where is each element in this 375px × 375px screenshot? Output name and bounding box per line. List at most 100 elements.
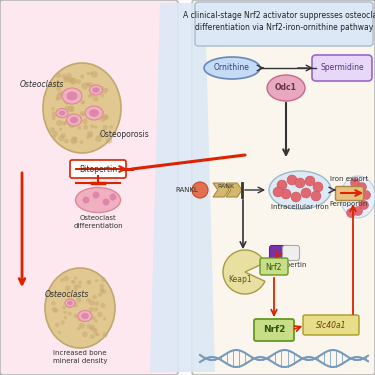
Circle shape — [110, 125, 113, 129]
Circle shape — [100, 116, 106, 122]
Circle shape — [74, 314, 78, 318]
Text: Osteoclast
differentiation: Osteoclast differentiation — [73, 215, 123, 228]
FancyBboxPatch shape — [195, 2, 373, 46]
Text: Ferroportin: Ferroportin — [330, 201, 368, 207]
Circle shape — [98, 292, 102, 297]
Circle shape — [90, 72, 94, 75]
Circle shape — [88, 109, 92, 112]
Ellipse shape — [70, 117, 78, 123]
Circle shape — [80, 75, 84, 79]
Circle shape — [65, 106, 69, 110]
Circle shape — [72, 280, 75, 284]
Circle shape — [311, 191, 321, 201]
Circle shape — [287, 175, 297, 185]
Circle shape — [93, 96, 99, 102]
Ellipse shape — [62, 88, 82, 104]
Circle shape — [313, 182, 323, 192]
Circle shape — [86, 298, 91, 302]
Circle shape — [74, 284, 78, 288]
Polygon shape — [213, 183, 229, 197]
Circle shape — [362, 190, 370, 200]
Circle shape — [56, 87, 61, 91]
Circle shape — [70, 120, 76, 127]
Circle shape — [92, 316, 96, 320]
Circle shape — [61, 320, 65, 325]
Circle shape — [61, 133, 66, 138]
Circle shape — [52, 116, 56, 120]
Circle shape — [56, 72, 61, 78]
Circle shape — [69, 106, 74, 112]
Circle shape — [73, 302, 78, 307]
Circle shape — [92, 294, 97, 299]
Circle shape — [351, 178, 360, 188]
Circle shape — [102, 88, 108, 94]
FancyBboxPatch shape — [260, 258, 288, 275]
Ellipse shape — [56, 108, 68, 117]
Text: Bitopertin: Bitopertin — [273, 262, 307, 268]
Circle shape — [89, 307, 94, 312]
Text: Bitopertin: Bitopertin — [79, 165, 117, 174]
Circle shape — [77, 284, 81, 288]
Circle shape — [76, 79, 81, 84]
Text: RANKL: RANKL — [175, 187, 198, 193]
Circle shape — [102, 332, 108, 338]
Circle shape — [80, 111, 85, 116]
FancyBboxPatch shape — [254, 319, 294, 341]
Ellipse shape — [66, 92, 78, 100]
Circle shape — [60, 278, 64, 282]
Ellipse shape — [85, 106, 103, 120]
Circle shape — [58, 135, 65, 141]
Circle shape — [56, 97, 60, 101]
Circle shape — [305, 176, 315, 186]
Text: RANK: RANK — [217, 184, 235, 189]
Circle shape — [354, 207, 363, 216]
Circle shape — [88, 133, 93, 138]
Circle shape — [72, 136, 77, 142]
Circle shape — [74, 276, 77, 280]
Circle shape — [72, 89, 78, 95]
FancyBboxPatch shape — [192, 0, 375, 375]
Circle shape — [295, 178, 305, 188]
Circle shape — [78, 126, 81, 130]
Circle shape — [70, 78, 77, 84]
Circle shape — [62, 305, 66, 309]
Circle shape — [79, 323, 85, 329]
Circle shape — [63, 76, 70, 83]
Circle shape — [102, 114, 109, 120]
Circle shape — [100, 284, 104, 288]
Circle shape — [94, 333, 98, 336]
Circle shape — [91, 71, 98, 78]
Ellipse shape — [66, 114, 81, 126]
Circle shape — [301, 188, 311, 198]
Circle shape — [100, 289, 104, 293]
Circle shape — [58, 331, 61, 334]
Text: Keap1: Keap1 — [228, 276, 252, 285]
Circle shape — [64, 139, 69, 143]
Circle shape — [82, 101, 85, 105]
Circle shape — [100, 132, 103, 135]
Circle shape — [77, 327, 80, 330]
Circle shape — [93, 192, 99, 198]
Circle shape — [80, 140, 83, 144]
Circle shape — [54, 81, 60, 88]
Circle shape — [110, 194, 117, 201]
Circle shape — [87, 280, 91, 284]
Circle shape — [100, 288, 104, 292]
Circle shape — [291, 192, 301, 202]
Ellipse shape — [340, 176, 375, 218]
Text: Spermidine: Spermidine — [320, 63, 364, 72]
Circle shape — [51, 107, 55, 111]
Circle shape — [55, 322, 59, 327]
Text: Iron export: Iron export — [330, 176, 368, 182]
Text: Intracellular iron: Intracellular iron — [271, 204, 329, 210]
Text: Odc1: Odc1 — [275, 84, 297, 93]
Circle shape — [63, 276, 69, 281]
Circle shape — [66, 73, 72, 78]
Circle shape — [94, 328, 97, 331]
Polygon shape — [150, 3, 215, 372]
Circle shape — [89, 92, 94, 98]
Circle shape — [60, 92, 66, 97]
Circle shape — [73, 286, 78, 291]
Circle shape — [100, 94, 104, 98]
Ellipse shape — [65, 299, 75, 307]
